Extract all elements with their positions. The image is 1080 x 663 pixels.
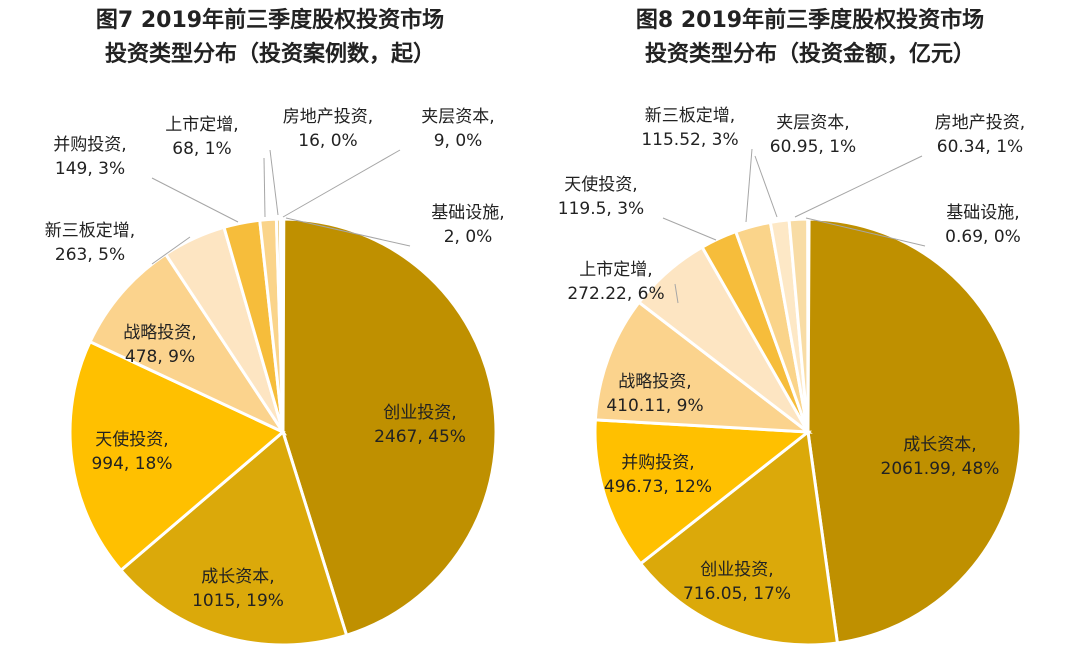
- leader-line-并购投资: [151, 177, 239, 223]
- data-label-name: 成长资本,: [903, 435, 976, 455]
- data-label-天使投资: 天使投资, 119.5, 3%: [558, 174, 644, 219]
- leader-line-基础设施: [285, 217, 411, 247]
- pie-slice-成长资本: [118, 429, 349, 647]
- leader-line-新三板定增: [745, 148, 753, 223]
- pie-chart-1: 创业投资, 2467, 45% 成长资本, 1015, 19% 天使投资, 994, 18…: [45, 107, 505, 647]
- data-label-value: 2467, 45%: [374, 427, 466, 447]
- data-label-并购投资: 并购投资, 149, 3%: [53, 135, 126, 179]
- data-label-value: 994, 18%: [91, 454, 172, 474]
- data-label-value: 60.95, 1%: [770, 137, 856, 157]
- data-label-name: 成长资本,: [201, 567, 274, 587]
- leader-line-新三板定增: [151, 236, 191, 265]
- leader-line-上市定增: [674, 283, 679, 304]
- data-label-战略投资: 战略投资, 478, 9%: [123, 323, 196, 367]
- data-label-基础设施: 基础设施, 2, 0%: [431, 203, 504, 247]
- leader-line-基础设施: [805, 217, 926, 247]
- data-label-name: 并购投资,: [621, 453, 694, 473]
- data-label-成长资本: 成长资本, 2061.99, 48%: [881, 435, 1000, 479]
- data-label-name: 天使投资,: [95, 429, 168, 450]
- pie-slice-战略投资: [593, 300, 813, 434]
- data-label-name: 上市定增,: [165, 115, 238, 135]
- data-label-上市定增: 上市定增, 68, 1%: [165, 115, 238, 159]
- data-label-value: 0.69, 0%: [945, 227, 1021, 247]
- data-label-新三板定增: 新三板定增, 115.52, 3%: [641, 106, 738, 150]
- leader-line-天使投资: [662, 217, 717, 241]
- data-label-name: 并购投资,: [53, 135, 126, 155]
- pie-slice-创业投资: [638, 429, 840, 647]
- pie-slice-基础设施: [281, 217, 286, 433]
- data-label-天使投资: 天使投资, 994, 18%: [91, 429, 172, 474]
- chart2-title-line2: 投资类型分布（投资金额，亿元）: [644, 42, 975, 67]
- data-label-value: 1015, 19%: [192, 591, 284, 611]
- data-label-name: 基础设施,: [946, 203, 1019, 223]
- data-label-基础设施: 基础设施, 0.69, 0%: [945, 203, 1021, 247]
- leader-line-房地产投资: [794, 155, 923, 218]
- chart1-title-line1: 图7 2019年前三季度股权投资市场: [95, 8, 445, 33]
- data-label-name: 夹层资本,: [421, 107, 494, 127]
- data-label-value: 716.05, 17%: [683, 584, 791, 604]
- data-label-value: 60.34, 1%: [937, 137, 1023, 157]
- data-label-上市定增: 上市定增, 272.22, 6%: [567, 260, 664, 304]
- data-label-name: 上市定增,: [579, 260, 652, 280]
- data-label-夹层资本: 夹层资本, 60.95, 1%: [770, 113, 856, 157]
- data-label-value: 9, 0%: [434, 131, 483, 151]
- chart2-title: 图8 2019年前三季度股权投资市场 投资类型分布（投资金额，亿元）: [540, 4, 1080, 72]
- data-label-成长资本: 成长资本, 1015, 19%: [192, 567, 284, 611]
- data-label-name: 新三板定增,: [45, 221, 135, 241]
- data-label-value: 68, 1%: [172, 139, 231, 159]
- pie-slice-天使投资: [68, 339, 286, 573]
- data-label-房地产投资: 房地产投资, 16, 0%: [283, 107, 373, 151]
- data-label-value: 263, 5%: [55, 245, 125, 265]
- data-label-name: 战略投资,: [123, 323, 196, 343]
- data-label-name: 创业投资,: [383, 403, 456, 423]
- pie-slice-并购投资: [593, 418, 813, 566]
- data-label-创业投资: 创业投资, 716.05, 17%: [683, 560, 791, 604]
- data-label-value: 496.73, 12%: [604, 477, 712, 497]
- data-label-name: 房地产投资,: [935, 113, 1025, 133]
- data-label-name: 基础设施,: [431, 203, 504, 223]
- data-label-value: 2, 0%: [444, 227, 493, 247]
- data-label-name: 战略投资,: [618, 372, 691, 392]
- chart2-title-line1: 图8 2019年前三季度股权投资市场: [635, 8, 985, 33]
- data-label-value: 119.5, 3%: [558, 199, 644, 219]
- leader-line-夹层资本: [754, 155, 778, 218]
- data-label-value: 410.11, 9%: [606, 396, 703, 416]
- data-label-value: 478, 9%: [125, 347, 195, 367]
- pie-slice-基础设施: [806, 217, 811, 433]
- leader-line-夹层资本: [282, 149, 401, 218]
- chart1-title: 图7 2019年前三季度股权投资市场 投资类型分布（投资案例数，起）: [0, 4, 540, 72]
- data-label-value: 149, 3%: [55, 159, 125, 179]
- chart1-title-line2: 投资类型分布（投资案例数，起）: [104, 42, 435, 67]
- data-label-value: 2061.99, 48%: [881, 459, 1000, 479]
- leader-line-房地产投资: [269, 149, 279, 216]
- data-label-value: 272.22, 6%: [567, 284, 664, 304]
- data-label-name: 新三板定增,: [645, 106, 735, 126]
- data-label-夹层资本: 夹层资本, 9, 0%: [421, 107, 494, 151]
- data-label-name: 夹层资本,: [776, 113, 849, 133]
- data-label-战略投资: 战略投资, 410.11, 9%: [606, 372, 703, 416]
- data-label-房地产投资: 房地产投资, 60.34, 1%: [935, 113, 1025, 157]
- leader-line-上市定增: [263, 157, 266, 218]
- pie-slice-成长资本: [806, 217, 1023, 645]
- data-label-value: 16, 0%: [298, 131, 357, 151]
- data-label-name: 创业投资,: [700, 560, 773, 580]
- pie-chart-2: 成长资本, 2061.99, 48% 创业投资, 716.05, 17% 并购投资, 49…: [558, 106, 1025, 647]
- data-label-name: 房地产投资,: [283, 107, 373, 127]
- data-label-name: 天使投资,: [564, 174, 637, 195]
- data-label-value: 115.52, 3%: [641, 130, 738, 150]
- data-label-并购投资: 并购投资, 496.73, 12%: [604, 453, 712, 497]
- data-label-创业投资: 创业投资, 2467, 45%: [374, 403, 466, 447]
- data-label-新三板定增: 新三板定增, 263, 5%: [45, 221, 135, 265]
